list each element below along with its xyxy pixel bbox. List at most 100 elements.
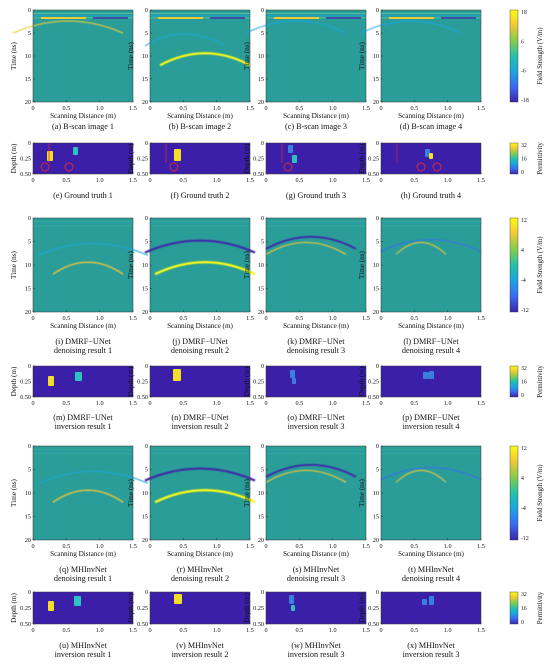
y-tick-label: 0 <box>28 7 31 14</box>
panel-caption: (c) B-scan image 3 <box>285 122 347 131</box>
x-tick-label: 1.5 <box>246 400 254 407</box>
y-tick-label: 0 <box>376 589 379 596</box>
x-tick-label: 1.5 <box>246 315 254 322</box>
y-tick-label: 15 <box>142 76 148 83</box>
y-tick-label: 0.50 <box>253 394 264 401</box>
y-tick-label: 5 <box>261 467 264 474</box>
x-tick-label: 0 <box>148 177 151 184</box>
y-tick-label: 0.50 <box>20 621 31 628</box>
panel-caption: (s) MHInvNet <box>293 565 340 574</box>
clutter-band <box>33 221 133 222</box>
reflection-hyperbola <box>154 261 256 276</box>
x-axis-label: Scanning Distance (m) <box>283 322 349 330</box>
x-tick-label: 0.5 <box>62 177 70 184</box>
y-tick-label: 15 <box>373 514 379 521</box>
y-tick-label: 0 <box>261 589 264 596</box>
panel-caption: (k) DMRF−UNet <box>287 337 345 346</box>
panel-caption: inversion result 2 <box>172 650 229 659</box>
y-tick-label: 10 <box>142 53 148 60</box>
y-axis-label: Depth (m) <box>10 143 18 173</box>
y-tick-label: 15 <box>258 76 264 83</box>
y-tick-label: 0 <box>261 140 264 147</box>
x-tick-label: 0 <box>148 105 151 112</box>
clutter-band <box>381 225 481 227</box>
reflection-hyperbola <box>37 242 149 256</box>
panel-caption: inversion result 3 <box>288 650 345 659</box>
x-tick-label: 1.0 <box>213 543 221 550</box>
target-object <box>47 151 53 161</box>
y-tick-label: 15 <box>373 76 379 83</box>
void-marker <box>169 162 179 172</box>
reflection-hyperbola <box>265 469 347 483</box>
void-marker <box>432 162 442 172</box>
target-object <box>289 595 294 604</box>
clutter-band <box>381 453 481 455</box>
x-tick-label: 1.0 <box>329 105 337 112</box>
clutter-band <box>266 449 366 450</box>
direct-wave <box>389 17 434 19</box>
x-tick-label: 1.5 <box>477 105 485 112</box>
clutter-band <box>150 223 250 225</box>
panel-caption: (m) DMRF−UNet <box>53 413 113 422</box>
panel-caption: denoising result 1 <box>54 574 112 583</box>
reflection-hyperbola <box>245 20 347 34</box>
clutter-band <box>381 223 481 225</box>
panel-caption: (h) Ground truth 4 <box>401 191 461 200</box>
y-tick-label: 0 <box>145 7 148 14</box>
y-tick-label: 20 <box>142 537 148 544</box>
x-tick-label: 1.5 <box>362 543 370 550</box>
colorbar-tick-label: 16 <box>521 157 527 163</box>
y-axis-label: Depth (m) <box>10 366 18 396</box>
x-tick-label: 1.0 <box>444 315 452 322</box>
clutter-band <box>150 15 250 17</box>
colorbar-label: Field Strength (V/m) <box>537 27 544 84</box>
x-tick-label: 0.5 <box>410 315 418 322</box>
y-tick-label: 10 <box>258 262 264 269</box>
target-object <box>174 149 181 161</box>
plot-area <box>266 366 366 397</box>
target-object <box>288 145 293 153</box>
y-axis-label: Depth (m) <box>358 366 366 396</box>
x-tick-label: 0.5 <box>62 400 70 407</box>
x-tick-label: 0 <box>379 543 382 550</box>
reflection-hyperbola <box>12 20 124 34</box>
x-tick-label: 0.5 <box>410 177 418 184</box>
colorbar-tick-label: 0 <box>521 393 524 399</box>
y-axis-label: Depth (m) <box>358 593 366 623</box>
y-tick-label: 10 <box>373 262 379 269</box>
clutter-band <box>33 451 133 453</box>
y-tick-label: 15 <box>373 286 379 293</box>
y-tick-label: 5 <box>376 30 379 37</box>
panel-caption: (t) MHInvNet <box>408 565 454 574</box>
reflection-hyperbola <box>52 489 124 503</box>
y-tick-label: 10 <box>25 53 31 60</box>
y-axis-label: Depth (m) <box>127 143 135 173</box>
colorbar: 32 16 0 Permittivity <box>509 365 544 399</box>
x-tick-label: 1.5 <box>362 315 370 322</box>
x-tick-label: 0.5 <box>295 400 303 407</box>
x-tick-label: 0.5 <box>62 315 70 322</box>
target-object <box>73 147 78 155</box>
plot-area <box>150 10 250 102</box>
x-tick-label: 1.5 <box>362 105 370 112</box>
x-tick-label: 0 <box>379 400 382 407</box>
y-tick-label: 0.50 <box>137 394 148 401</box>
reflection-hyperbola <box>154 489 256 504</box>
reflection-hyperbola <box>159 52 251 67</box>
clutter-band <box>381 451 481 453</box>
x-tick-label: 0 <box>148 543 151 550</box>
y-tick-label: 0.50 <box>368 394 379 401</box>
